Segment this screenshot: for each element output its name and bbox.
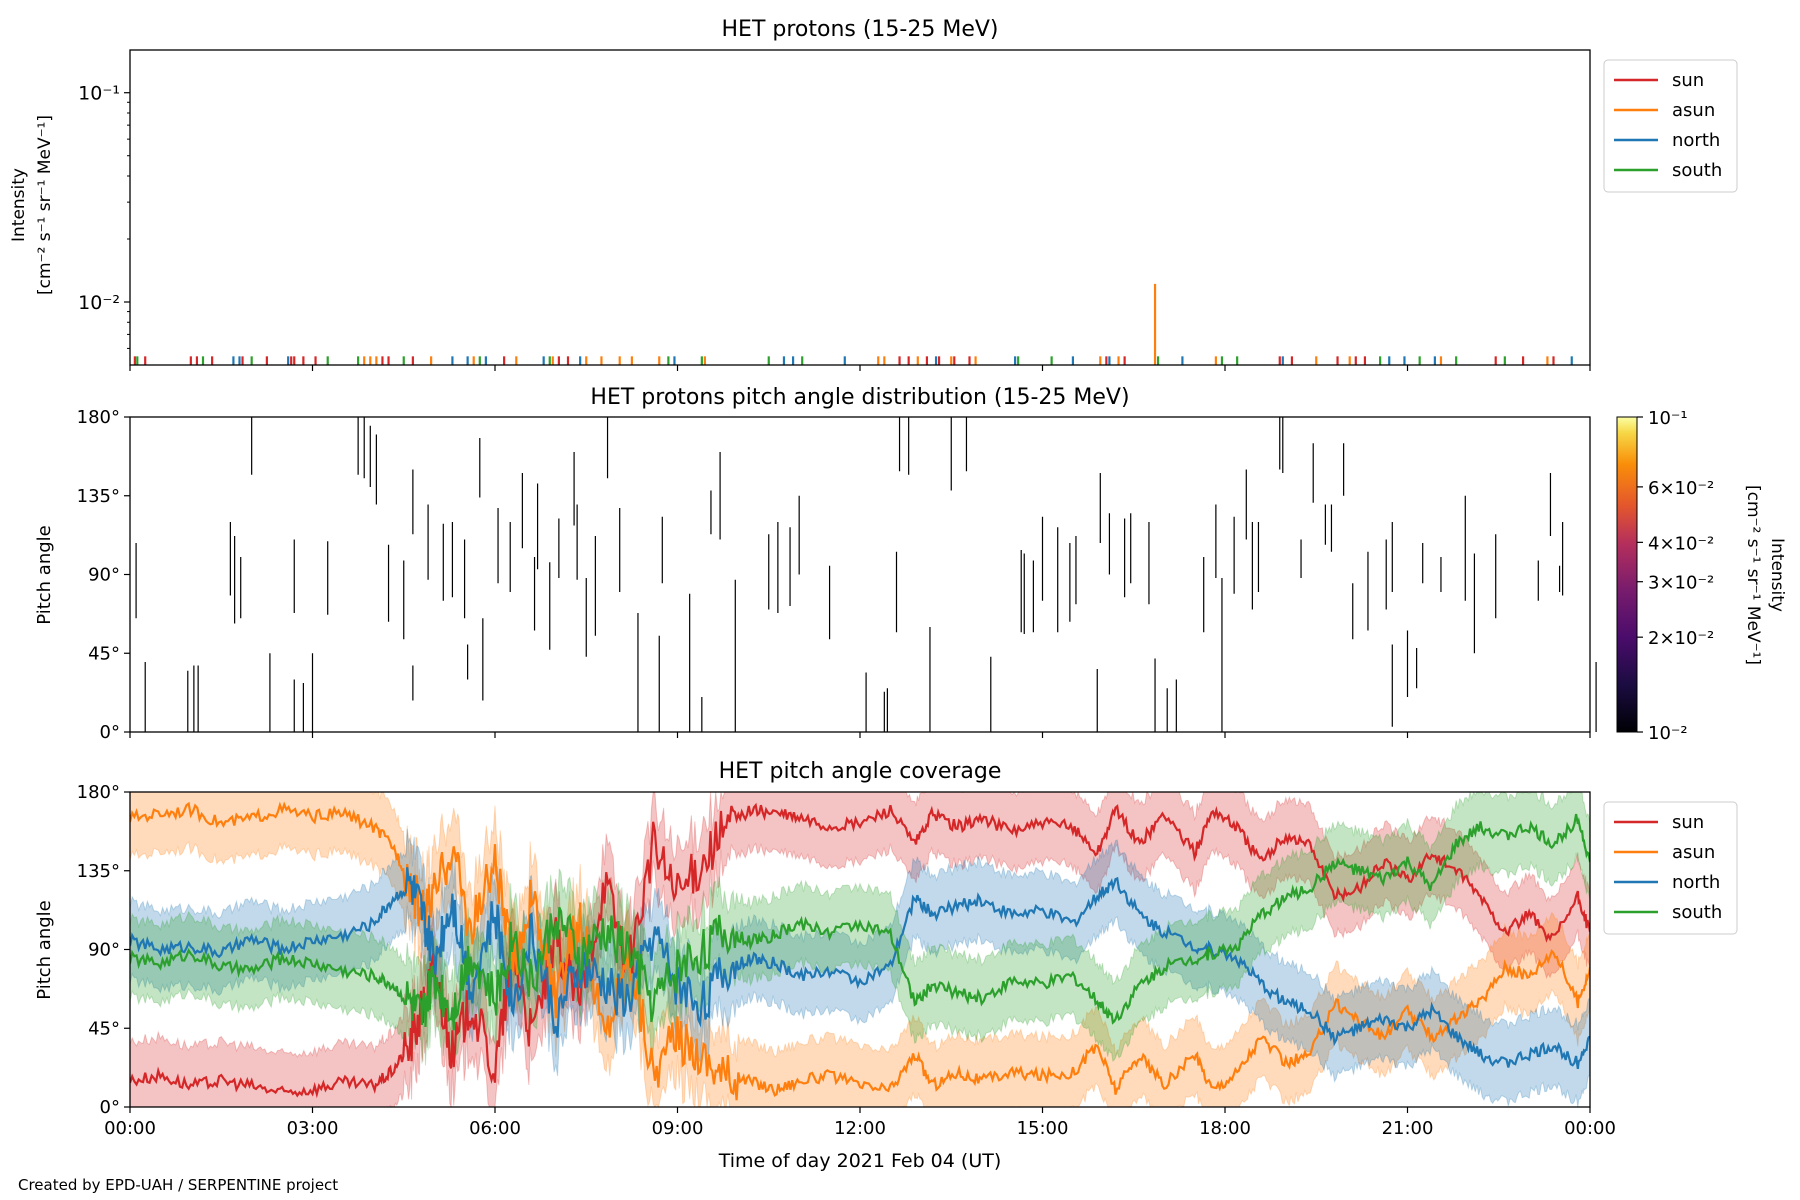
panel3-yticks: 0° 45° 90° 135° 180° (77, 782, 130, 1118)
x-tick-label: 21:00 (1382, 1118, 1434, 1139)
panel1-ylabel: Intensity (9, 168, 29, 242)
legend-label-sun: sun (1672, 70, 1704, 91)
x-tick-label: 00:00 (1564, 1118, 1616, 1139)
panel2-title: HET protons pitch angle distribution (15… (590, 385, 1129, 410)
panel1-bars (133, 283, 1573, 365)
y-tick-label: 180° (77, 407, 120, 428)
colorbar-tick-label: 10⁻² (1648, 723, 1688, 744)
x-tick-label: 15:00 (1017, 1118, 1069, 1139)
panel-pitch-coverage: HET pitch angle coverage 0° 45° 90° 135° 180… (34, 759, 1738, 1172)
panel3-title: HET pitch angle coverage (719, 759, 1002, 784)
y-tick-label: 0° (100, 1097, 120, 1118)
panel2-segments (135, 417, 1597, 732)
x-tick-label: 06:00 (469, 1118, 521, 1139)
x-tick-label: 09:00 (652, 1118, 704, 1139)
y-tick-label: 135° (77, 861, 120, 882)
panel1-title: HET protons (15-25 MeV) (722, 17, 999, 42)
colorbar-label-units: [cm⁻² s⁻¹ sr⁻¹ MeV⁻¹] (1743, 485, 1763, 665)
colorbar-tick-label: 4×10⁻² (1648, 533, 1714, 554)
panel3-xticks: 00:00 03:00 06:00 09:00 12:00 15:00 18:00 21:00… (104, 1107, 1616, 1139)
y-tick-label: 135° (77, 486, 120, 507)
y-tick-label: 45° (88, 1018, 120, 1039)
band-north (130, 828, 1590, 1107)
x-tick-label: 03:00 (287, 1118, 339, 1139)
panel1-yticks: 10⁻¹ 10⁻² (78, 83, 130, 349)
footer-credit: Created by EPD-UAH / SERPENTINE project (18, 1176, 339, 1194)
panel2-yticks: 0° 45° 90° 135° 180° (77, 407, 130, 743)
panel2-xticks (129, 732, 1591, 738)
x-tick-label: 12:00 (834, 1118, 886, 1139)
panel1-ylabel-units: [cm⁻² s⁻¹ sr⁻¹ MeV⁻¹] (35, 115, 55, 295)
legend-label-asun: asun (1672, 842, 1715, 863)
x-tick-label: 00:00 (104, 1118, 156, 1139)
colorbar-tick-label: 3×10⁻² (1648, 573, 1714, 594)
panel2-frame (129, 416, 1591, 733)
band-south (130, 792, 1590, 1069)
panel1-legend-box (1603, 59, 1738, 193)
colorbar-tick-label: 10⁻¹ (1648, 408, 1688, 429)
y-tick-label: 0° (100, 722, 120, 743)
colorbar-tick-label: 2×10⁻² (1648, 628, 1714, 649)
panel3-legend-box (1603, 801, 1738, 935)
legend-label-north: north (1672, 872, 1720, 893)
panel2-ylabel: Pitch angle (34, 525, 55, 624)
y-tick-label: 10⁻² (78, 292, 120, 314)
panel3-legend: sun asun north south (1603, 801, 1738, 935)
line-sun (130, 802, 1590, 1099)
x-tick-label: 18:00 (1199, 1118, 1251, 1139)
colorbar (1616, 416, 1638, 733)
panel1-legend: sun asun north south (1603, 59, 1738, 193)
colorbar-ticks: 10⁻¹ 6×10⁻² 4×10⁻² 3×10⁻² 2×10⁻² 10⁻² (1637, 408, 1714, 744)
panel-intensity: HET protons (15-25 MeV) 10⁻¹ 10⁻² Intensi… (9, 17, 1738, 371)
line-north (130, 867, 1590, 1070)
legend-label-south: south (1672, 902, 1722, 923)
colorbar-label: Intensity (1767, 538, 1787, 612)
y-tick-label: 45° (88, 643, 120, 664)
panel-pitch-distribution: HET protons pitch angle distribution (15… (34, 385, 1787, 744)
legend-label-sun: sun (1672, 812, 1704, 833)
y-tick-label: 90° (88, 940, 120, 961)
y-tick-label: 90° (88, 565, 120, 586)
panel3-lines (130, 801, 1590, 1101)
y-tick-label: 180° (77, 782, 120, 803)
panel3-bands (130, 792, 1590, 1107)
legend-label-asun: asun (1672, 100, 1715, 121)
legend-label-south: south (1672, 160, 1722, 181)
line-south (130, 813, 1590, 1031)
legend-label-north: north (1672, 130, 1720, 151)
panel3-ylabel: Pitch angle (34, 900, 55, 999)
y-tick-label: 10⁻¹ (78, 83, 120, 105)
colorbar-tick-label: 6×10⁻² (1648, 478, 1714, 499)
panel1-xticks (129, 365, 1591, 371)
panel3-xlabel: Time of day 2021 Feb 04 (UT) (718, 1150, 1002, 1172)
panel1-frame (129, 49, 1591, 366)
